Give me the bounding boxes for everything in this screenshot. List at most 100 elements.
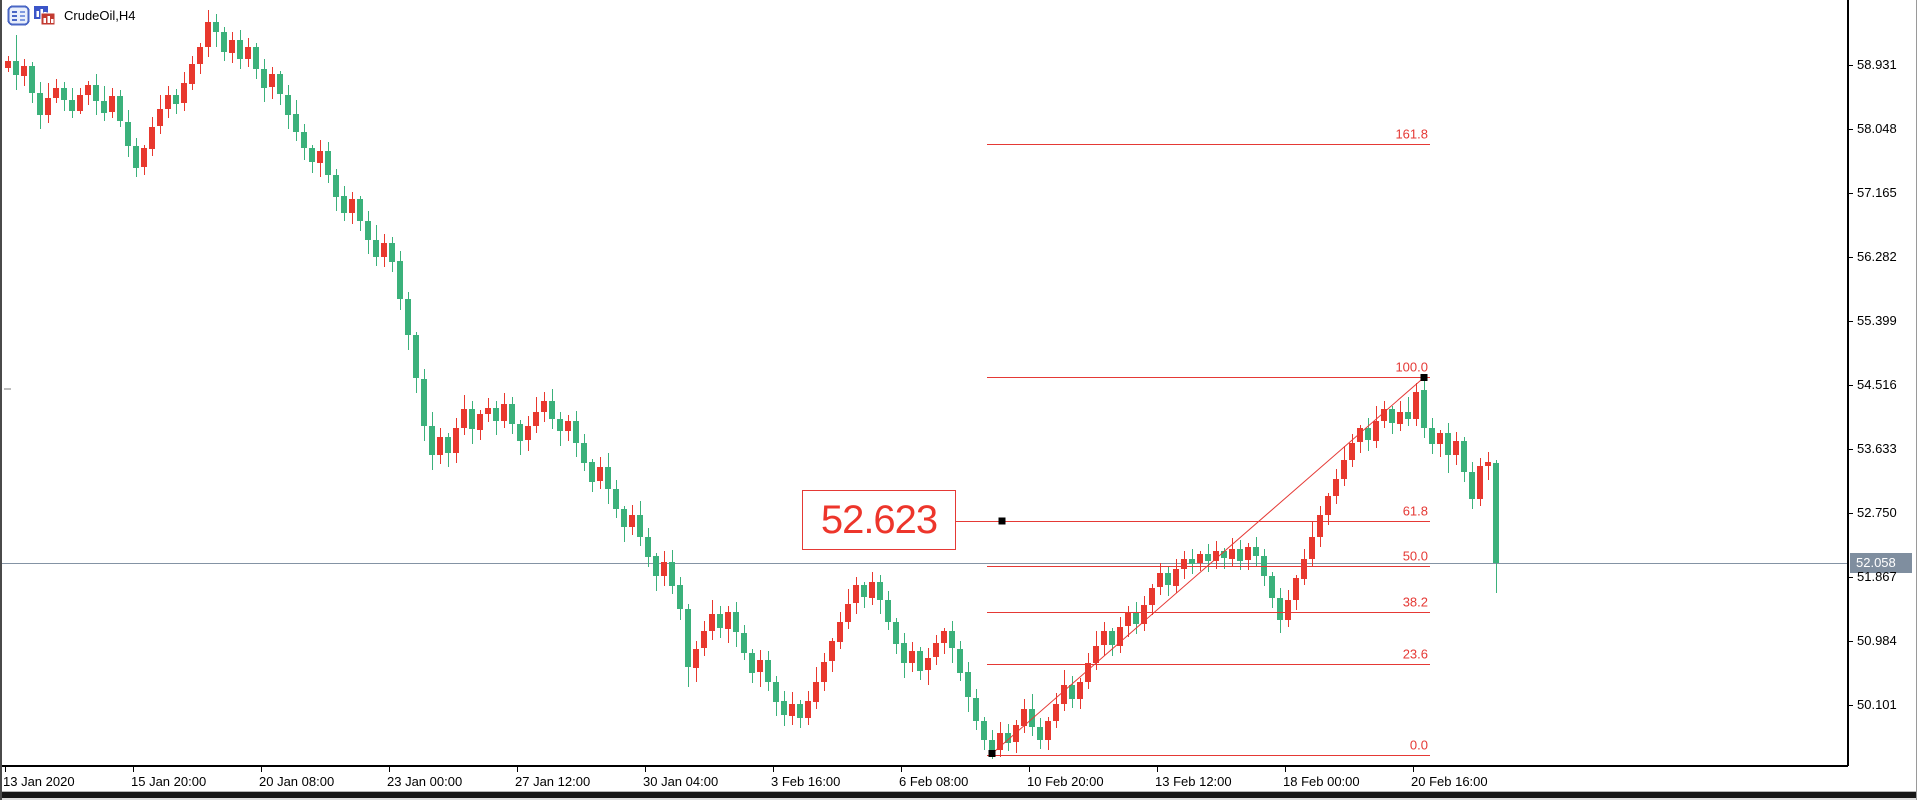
candle-body xyxy=(1309,537,1315,559)
candle-body xyxy=(1269,576,1275,598)
candle-body xyxy=(653,556,659,576)
price-axis-tick xyxy=(1849,321,1853,322)
time-axis-tick xyxy=(645,767,646,772)
fib-trendline[interactable] xyxy=(991,377,1425,755)
fib-level-label: 38.2 xyxy=(1403,595,1428,610)
candle-body xyxy=(1221,551,1227,558)
candle-body xyxy=(749,653,755,673)
time-axis-label: 27 Jan 12:00 xyxy=(515,774,591,789)
candle-body xyxy=(709,614,715,631)
time-axis-tick xyxy=(5,767,6,772)
candle-body xyxy=(813,682,819,702)
candle-body xyxy=(1469,472,1475,499)
price-axis-label: 58.931 xyxy=(1857,57,1897,72)
candle-body xyxy=(685,609,691,667)
candle-body xyxy=(565,421,571,431)
candle-body xyxy=(77,95,83,111)
price-axis-label: 50.984 xyxy=(1857,633,1897,648)
candle-body xyxy=(1437,433,1443,444)
candle-body xyxy=(1429,428,1435,444)
candle-body xyxy=(173,95,179,104)
price-axis-tick xyxy=(1849,385,1853,386)
candle-body xyxy=(1237,549,1243,561)
candle-body xyxy=(29,66,35,93)
candle-body xyxy=(277,74,283,94)
price-axis[interactable]: 52.058 58.931 58.048 57.165 56.282 55.399 54.… xyxy=(1848,0,1917,766)
candle-body xyxy=(373,240,379,257)
time-axis[interactable]: 13 Jan 2020 15 Jan 20:00 20 Jan 08:00 23 Ja… xyxy=(0,766,1848,793)
candle-body xyxy=(1381,409,1387,421)
chart-windows-icon[interactable] xyxy=(33,4,56,27)
candle-body xyxy=(285,95,291,115)
candlestick-chart[interactable]: 161.8 100.0 61.8 50.0 38.2 23.6 0.0 xyxy=(0,0,1848,766)
candle-body xyxy=(909,651,915,663)
candle-body xyxy=(1213,551,1219,561)
candle-body xyxy=(1293,578,1299,600)
candle-body xyxy=(1349,443,1355,460)
price-axis-tick xyxy=(1849,641,1853,642)
chart-left-artifact xyxy=(4,388,11,390)
candle-body xyxy=(21,66,27,76)
candle-body xyxy=(1357,428,1363,442)
market-watch-icon[interactable] xyxy=(7,4,30,27)
candle-body xyxy=(413,335,419,378)
candle-body xyxy=(837,622,843,642)
candle-body xyxy=(1317,515,1323,537)
price-axis-tick xyxy=(1849,193,1853,194)
time-axis-label: 10 Feb 20:00 xyxy=(1027,774,1104,789)
candle-body xyxy=(1253,547,1259,556)
candle-body xyxy=(757,660,763,672)
current-price-value: 52.058 xyxy=(1856,555,1896,570)
chart-header: CrudeOil,H4 xyxy=(7,4,136,27)
fib-price-tag[interactable]: 52.623 xyxy=(802,490,956,550)
time-axis-label: 23 Jan 00:00 xyxy=(387,774,463,789)
candle-body xyxy=(829,641,835,661)
candle-body xyxy=(1365,428,1371,440)
candle-body xyxy=(189,64,195,84)
candle-body xyxy=(93,85,99,101)
candle-body xyxy=(549,401,555,419)
candle-body xyxy=(1333,479,1339,496)
object-handle[interactable] xyxy=(998,517,1006,525)
candle-body xyxy=(981,721,987,740)
object-handle[interactable] xyxy=(1420,373,1428,381)
candle-body xyxy=(525,426,531,440)
candle-body xyxy=(309,148,315,162)
object-handle[interactable] xyxy=(988,750,996,758)
time-axis-tick xyxy=(1157,767,1158,772)
candle-body xyxy=(1141,605,1147,624)
candle-body xyxy=(597,467,603,481)
candle-body xyxy=(1373,421,1379,441)
candle-body xyxy=(85,85,91,95)
candle-body xyxy=(1165,573,1171,585)
candle-body xyxy=(925,658,931,670)
time-axis-tick xyxy=(1413,767,1414,772)
candle-body xyxy=(325,151,331,175)
price-axis-label: 50.101 xyxy=(1857,697,1897,712)
candle-body xyxy=(269,74,275,87)
fib-level-label: 50.0 xyxy=(1403,549,1428,564)
price-axis-label: 58.048 xyxy=(1857,121,1897,136)
candle-body xyxy=(381,243,387,257)
candle-body xyxy=(917,651,923,671)
candle-body xyxy=(781,701,787,715)
time-axis-tick xyxy=(261,767,262,772)
candle-body xyxy=(437,437,443,455)
candle-body xyxy=(613,489,619,509)
candle-body xyxy=(1397,412,1403,424)
candle-body xyxy=(621,509,627,527)
price-axis-label: 52.750 xyxy=(1857,505,1897,520)
candle-body xyxy=(253,47,259,69)
candle-body xyxy=(789,704,795,716)
candle-body xyxy=(989,740,995,750)
time-axis-label: 6 Feb 08:00 xyxy=(899,774,969,789)
candle-body xyxy=(933,643,939,657)
candle-body xyxy=(741,633,747,653)
fib-price-tag-text: 52.623 xyxy=(820,497,938,542)
fib-level-label: 161.8 xyxy=(1395,127,1428,142)
candle-body xyxy=(1013,725,1019,742)
candle-body xyxy=(701,631,707,648)
candle-body xyxy=(1037,727,1043,740)
candle-body xyxy=(1245,547,1251,560)
time-axis-tick xyxy=(133,767,134,772)
